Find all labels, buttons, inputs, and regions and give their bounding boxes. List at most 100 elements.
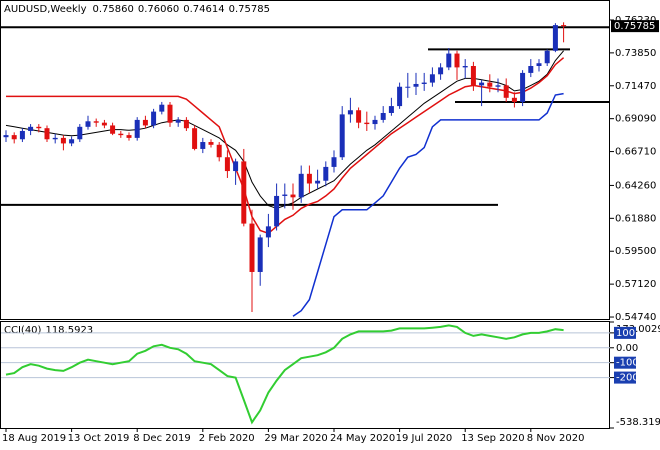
candle-body [470,66,476,86]
x-tick-label: 13 Sep 2020 [461,433,524,444]
cci-value: 118.5923 [45,325,93,336]
candle-body [495,85,501,87]
y-tick-label: -100 [616,358,639,369]
candle-body [380,113,386,120]
candle-body [503,85,509,98]
y-tick-label: 0.64260 [615,180,656,191]
candle-body [257,237,263,272]
candle-body [561,25,567,27]
candle-body [167,104,173,123]
candle-body [126,135,132,138]
y-tick-box [614,356,636,369]
x-tick-label: 18 Aug 2019 [2,433,66,444]
candle-body [44,128,50,140]
candle-body [421,82,427,84]
y-tick-label: 0.54740 [615,312,656,323]
candle-body [306,173,312,184]
candle-body [372,119,378,125]
y-tick-box [614,326,636,339]
candle-body [142,119,148,126]
high-label: 0.76060 [138,4,179,15]
candle-body [479,82,485,86]
candle-body [249,223,255,272]
candle-body [429,74,435,83]
candle-body [315,180,321,184]
candle-body [241,161,247,224]
candle-body [151,111,157,126]
candle-body [388,106,394,114]
candle-body [101,122,107,126]
price-box-label: 0.75785 [614,21,655,32]
candle-body [11,135,17,140]
candle-body [528,66,534,73]
candle-body [544,50,550,64]
x-tick-label: 8 Nov 2020 [527,433,585,444]
candle-body [208,142,214,145]
cci-panel [0,321,610,429]
candle-body [347,110,353,115]
candle-body [52,137,58,140]
candle-body [290,194,296,198]
candle-body [331,157,337,167]
y-tick-label: 0.69090 [615,114,656,125]
candle-body [446,53,452,68]
candle-body [511,97,517,102]
y-tick-label: 0.00 [616,343,638,354]
y-tick-label: 0.59500 [615,246,656,257]
indicator-line [292,92,564,317]
candle-body [19,130,25,140]
y-tick-label: 0.61880 [615,213,656,224]
candle-body [536,63,542,67]
x-tick-label: 2 Feb 2020 [199,433,255,444]
x-tick-label: 29 Mar 2020 [264,433,327,444]
candle-body [3,135,9,138]
symbol: AUDUSD,Weekly [4,4,87,15]
candle-body [462,66,468,68]
indicator-line [6,57,565,235]
candle-body [274,195,280,227]
candle-body [36,126,42,129]
y-tick-box [614,371,636,384]
y-tick-label: 0.73850 [615,48,656,59]
candle-body [298,173,304,198]
candle-body [183,119,189,129]
candle-body [200,142,206,149]
candle-body [110,125,116,134]
y-tick-label: 0.66710 [615,147,656,158]
y-tick-label: 0.71470 [615,81,656,92]
cci-header: CCI(40) 118.5923 [4,325,93,336]
candle-body [438,67,444,75]
candle-body [405,86,411,88]
y-tick-label: -200 [616,373,639,384]
candle-body [552,25,558,51]
candle-body [192,128,198,149]
candle-body [233,161,239,172]
y-tick-label: -538.319 [616,417,660,428]
y-tick-label: 173.0029 [616,324,660,335]
price-box [611,20,659,33]
candle-body [454,53,460,68]
candle-body [134,119,140,138]
price-panel [0,0,610,320]
cci-line [5,324,564,425]
candle-body [60,137,66,144]
candle-body [224,157,230,172]
candle-body [216,144,222,158]
candle-body [487,82,493,87]
price-header: AUDUSD,Weekly 0.75860 0.76060 0.74614 0.7578… [4,4,270,15]
x-tick-label: 8 Dec 2019 [133,433,191,444]
candle-body [93,121,99,123]
y-tick-label: 0.57120 [615,279,656,290]
candle-body [364,122,370,125]
cci-title: CCI(40) [4,325,42,336]
candle-body [413,83,419,87]
x-tick-label: 13 Oct 2019 [68,433,130,444]
candle-body [69,139,75,144]
candle-body [28,126,34,131]
candle-body [339,114,345,158]
candle-body [323,166,329,181]
candle-body [77,126,83,140]
x-tick-label: 19 Jul 2020 [396,433,453,444]
